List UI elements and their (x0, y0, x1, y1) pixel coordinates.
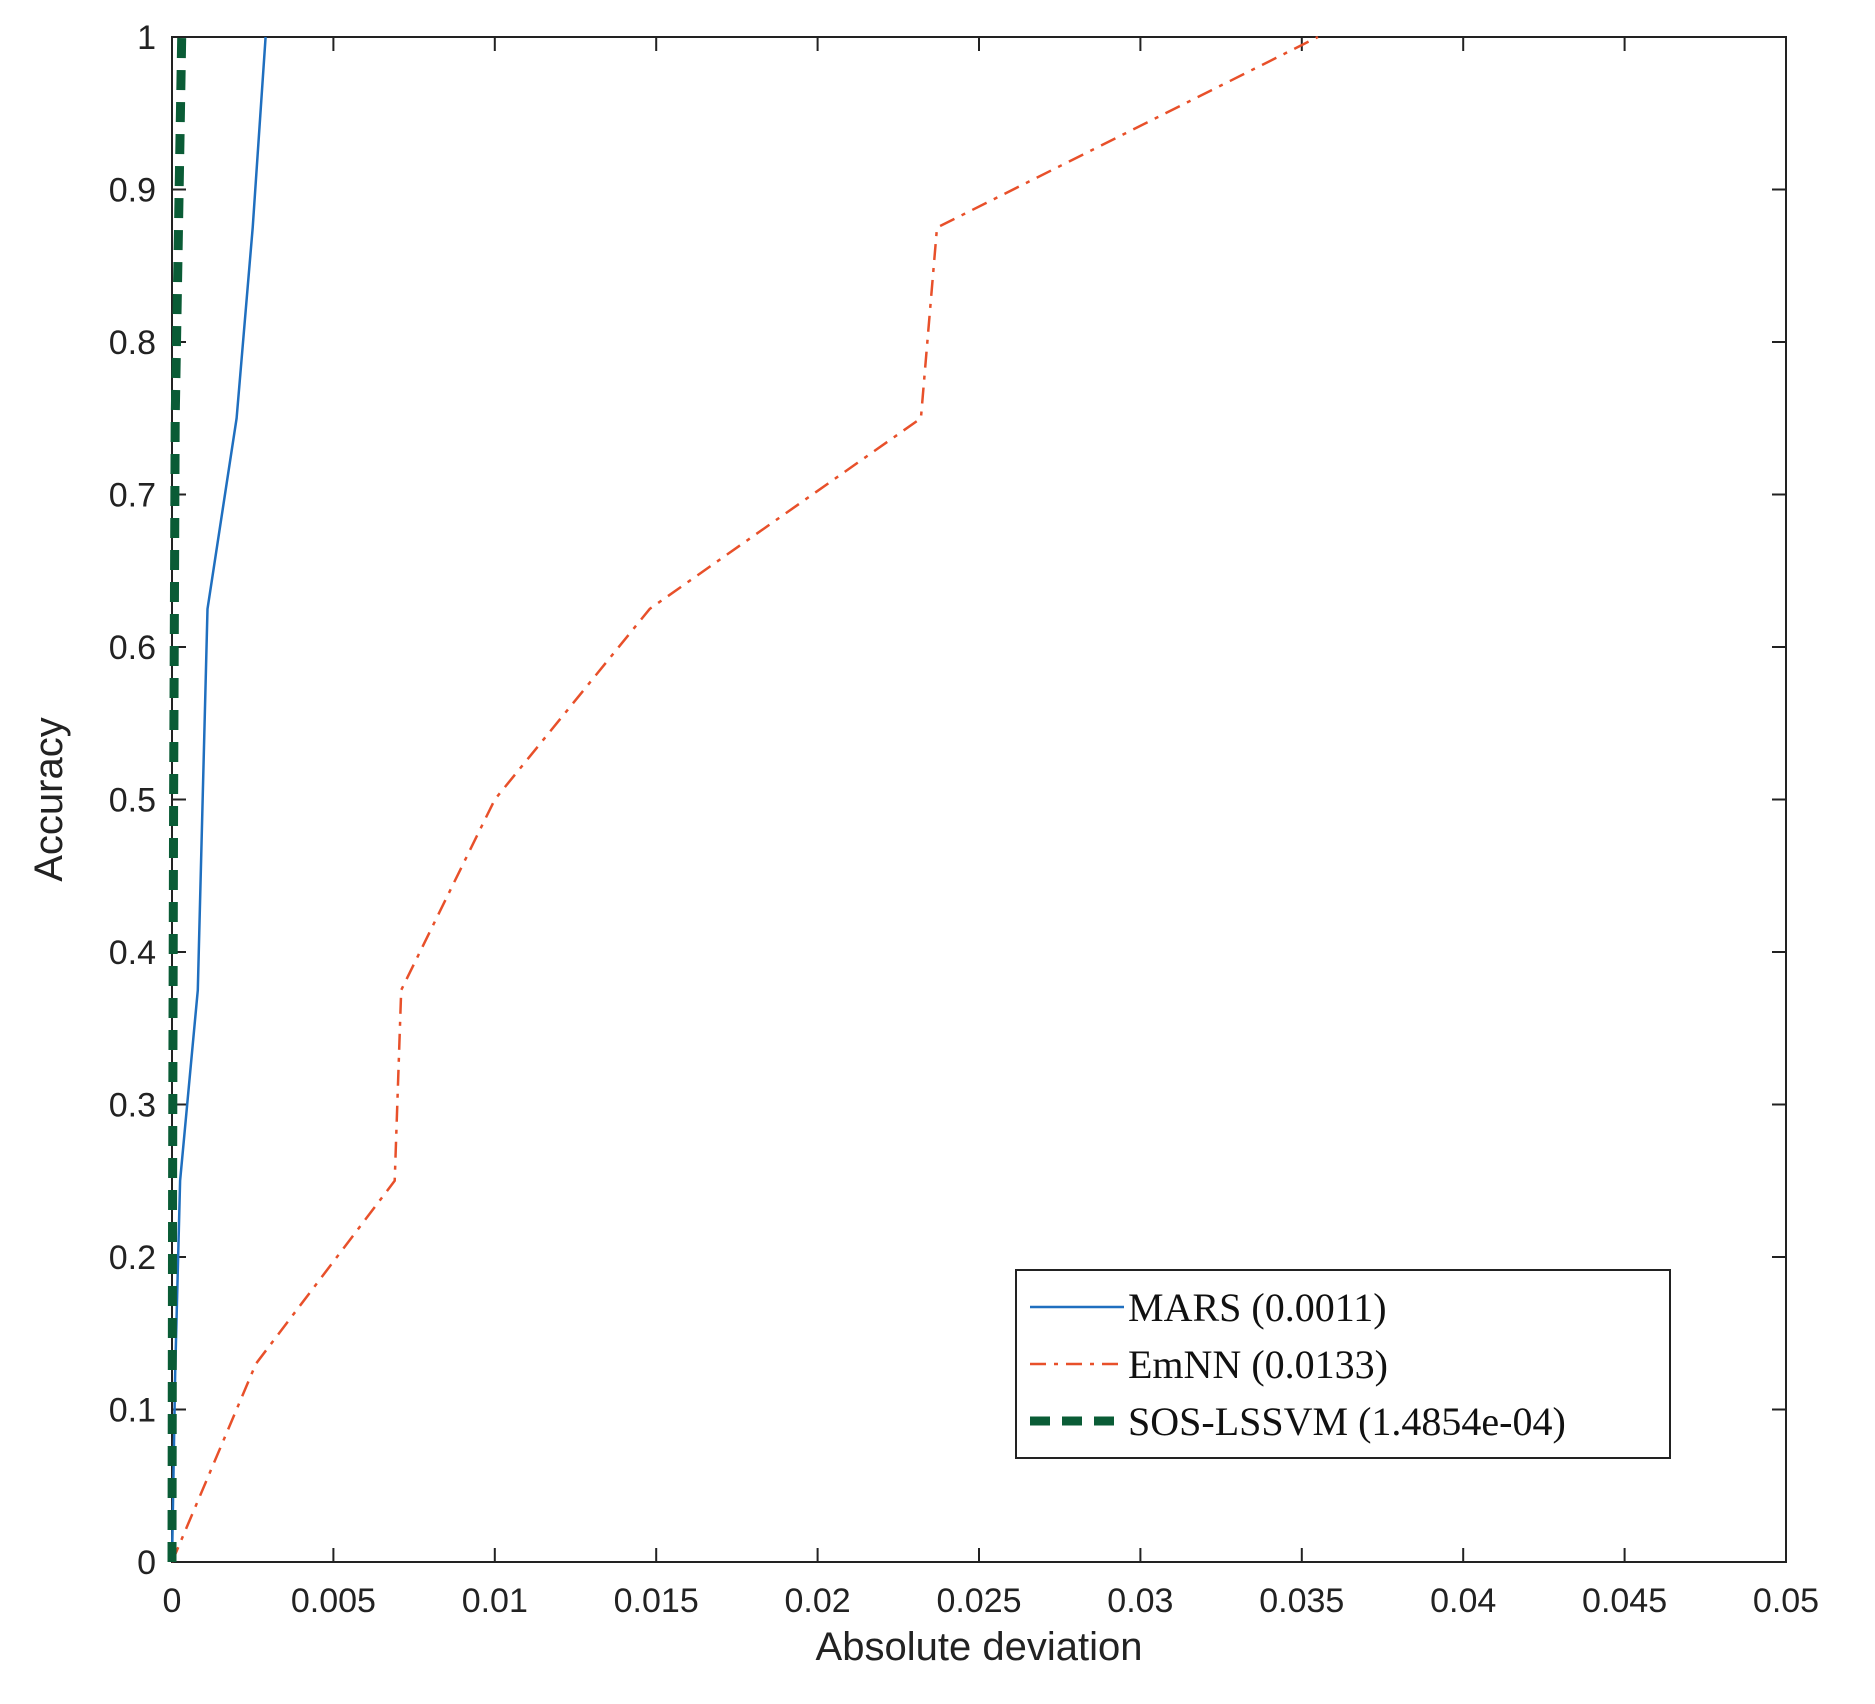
y-tick-label: 0.7 (109, 477, 156, 515)
legend: MARS (0.0011) EmNN (0.0133) SOS-LSSVM (1.4… (1015, 1269, 1671, 1459)
x-tick-label: 0.035 (1259, 1582, 1344, 1620)
y-tick-label: 0.8 (109, 324, 156, 362)
y-tick-label: 0.4 (109, 934, 156, 972)
legend-box (1015, 1269, 1671, 1459)
y-tick-label: 0.3 (109, 1087, 156, 1125)
y-tick-label: 1 (137, 19, 156, 57)
y-tick-label: 0.5 (109, 782, 156, 820)
y-tick-label: 0.9 (109, 172, 156, 210)
x-axis-label: Absolute deviation (816, 1625, 1143, 1669)
y-tick-label: 0.1 (109, 1392, 156, 1430)
legend-label: SOS-LSSVM (1.4854e-04) (1128, 1399, 1566, 1444)
x-tick-label: 0.005 (291, 1582, 376, 1620)
x-tick-label: 0.04 (1430, 1582, 1496, 1620)
y-tick-label: 0 (137, 1544, 156, 1582)
axis-labels: Absolute deviation Accuracy (27, 717, 1142, 1669)
x-tick-label: 0.025 (936, 1582, 1021, 1620)
series-line-0 (170, 36, 267, 1563)
x-tick-label: 0.02 (785, 1582, 851, 1620)
x-tick-label: 0 (163, 1582, 182, 1620)
axis-ticks: 0 0.005 0.01 0.015 0.02 0.025 0.03 0.035 0.04 0.0… (109, 19, 1819, 1620)
series-line-1 (170, 35, 1319, 1563)
x-tick-label: 0.01 (462, 1582, 528, 1620)
x-tick-label: 0.045 (1582, 1582, 1667, 1620)
y-axis-label: Accuracy (27, 717, 71, 882)
y-tick-label: 0.6 (109, 629, 156, 667)
x-tick-label: 0.015 (614, 1582, 699, 1620)
legend-label: EmNN (0.0133) (1128, 1342, 1388, 1387)
legend-label: MARS (0.0011) (1128, 1285, 1387, 1330)
x-tick-label: 0.03 (1107, 1582, 1173, 1620)
y-tick-label: 0.2 (109, 1239, 156, 1277)
x-tick-label: 0.05 (1753, 1582, 1819, 1620)
series-lines (167, 35, 1319, 1563)
